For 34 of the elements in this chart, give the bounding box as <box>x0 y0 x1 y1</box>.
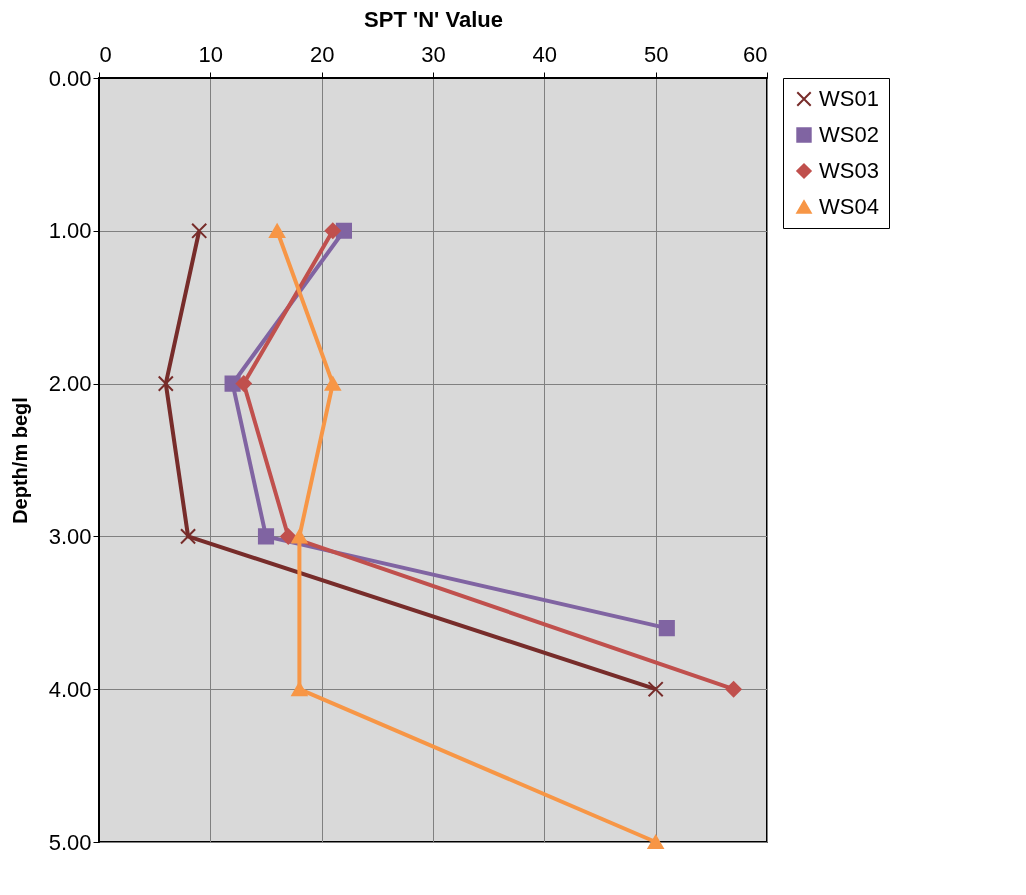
x-tick-label: 40 <box>532 41 558 67</box>
x-tick-label: 0 <box>99 41 112 67</box>
point <box>157 375 174 392</box>
legend-label: WS03 <box>819 158 879 183</box>
legend-label: WS01 <box>819 86 879 111</box>
x-tick-label: 10 <box>198 41 224 67</box>
point <box>280 528 297 545</box>
x-axis-title: SPT 'N' Value <box>364 6 503 32</box>
point <box>291 682 308 697</box>
y-tick-label: 5.00 <box>48 829 92 855</box>
x-tick-label: 60 <box>743 41 768 67</box>
y-tick-label: 2.00 <box>48 371 92 397</box>
x-tick-label: 30 <box>421 41 446 67</box>
legend-label: WS04 <box>819 194 879 219</box>
y-tick-label: 4.00 <box>48 676 92 702</box>
point <box>647 681 664 698</box>
point <box>291 529 308 544</box>
point <box>647 834 664 850</box>
point <box>324 376 341 391</box>
y-tick-label: 3.00 <box>48 523 92 549</box>
x-tick-label: 50 <box>643 41 669 67</box>
y-tick-label: 1.00 <box>48 218 92 244</box>
point <box>257 528 275 545</box>
point <box>235 375 252 392</box>
x-tick-label: 20 <box>309 41 335 67</box>
y-axis-title: Depth/m begl <box>8 397 31 524</box>
point <box>191 222 208 239</box>
y-tick-label: 0.00 <box>48 65 92 91</box>
point <box>324 222 341 239</box>
point <box>269 223 286 238</box>
point <box>725 681 742 698</box>
point <box>658 620 675 637</box>
legend-label: WS02 <box>819 122 879 147</box>
point <box>180 528 197 545</box>
